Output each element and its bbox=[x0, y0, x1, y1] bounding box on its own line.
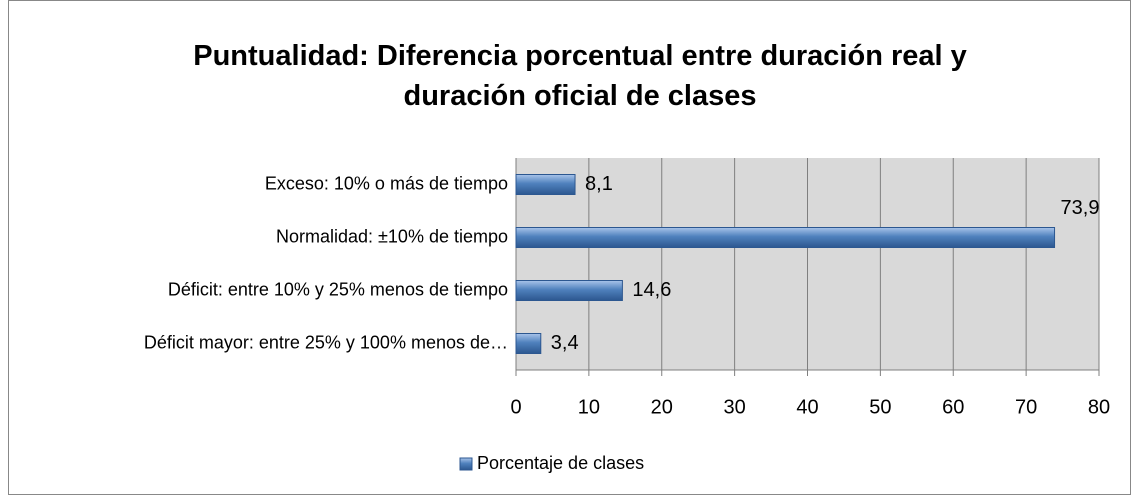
x-tick-label: 70 bbox=[1015, 396, 1037, 418]
x-tick-label: 30 bbox=[724, 396, 746, 418]
x-tick-label: 0 bbox=[510, 396, 521, 418]
value-label: 73,9 bbox=[1061, 197, 1100, 219]
x-tick-label: 20 bbox=[651, 396, 673, 418]
legend-swatch bbox=[459, 457, 473, 471]
value-label: 8,1 bbox=[585, 173, 613, 195]
value-label: 3,4 bbox=[551, 332, 579, 354]
bar bbox=[515, 174, 576, 195]
bar bbox=[515, 333, 542, 354]
bar bbox=[515, 280, 623, 301]
value-label: 14,6 bbox=[632, 279, 671, 301]
x-tick-label: 60 bbox=[942, 396, 964, 418]
y-tick-label: Déficit: entre 10% y 25% menos de tiempo bbox=[168, 279, 508, 299]
x-tick-label: 50 bbox=[869, 396, 891, 418]
chart-title: Puntualidad: Diferencia porcentual entre… bbox=[193, 40, 967, 112]
x-tick-label: 40 bbox=[796, 396, 818, 418]
y-tick-label: Déficit mayor: entre 25% y 100% menos de… bbox=[144, 332, 508, 352]
y-tick-label: Normalidad: ±10% de tiempo bbox=[276, 226, 508, 246]
x-tick-label: 80 bbox=[1088, 396, 1110, 418]
x-tick-label: 10 bbox=[578, 396, 600, 418]
legend-label: Porcentaje de clases bbox=[477, 453, 644, 473]
bar bbox=[515, 227, 1056, 248]
y-tick-label: Exceso: 10% o más de tiempo bbox=[265, 173, 508, 193]
